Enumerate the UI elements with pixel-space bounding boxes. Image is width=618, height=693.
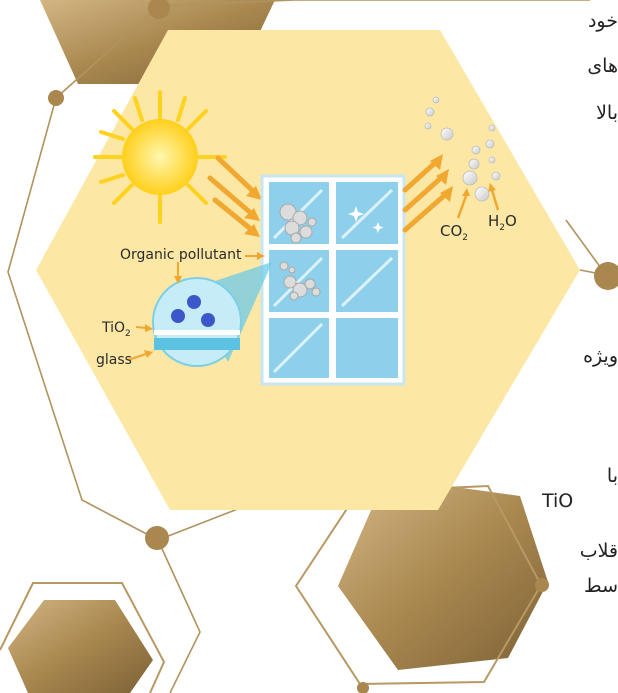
side-text-line-2: های — [587, 55, 618, 77]
side-text-line-4: ویژه — [583, 345, 618, 367]
h2o-label: H2O — [488, 212, 517, 233]
tio2-label: TiO2 — [101, 320, 131, 339]
gold-dots — [48, 0, 618, 693]
glass-label: glass — [96, 352, 132, 368]
side-text-line-5: با — [606, 465, 618, 487]
label-arrows — [127, 252, 265, 361]
side-text-line-8: سط — [584, 575, 618, 597]
tio2-zoom-circle — [152, 277, 242, 367]
window-illustration — [260, 174, 406, 386]
co2-label: CO2 — [440, 222, 468, 243]
side-text-line-7: قلاب — [579, 540, 618, 562]
organic-pollutant-label: Organic pollutant — [120, 247, 242, 263]
small-output-arrows — [456, 183, 500, 219]
pollutant-clusters — [279, 203, 321, 301]
bottom-right-gold-hexagon — [294, 484, 548, 686]
light-arrows — [207, 155, 262, 237]
side-text-line-6: TiO — [542, 490, 574, 512]
output-arrows — [402, 154, 453, 233]
bottom-left-gold-hexagon — [0, 582, 166, 693]
gas-bubbles — [424, 96, 501, 202]
side-text-line-3: بالا — [596, 102, 618, 124]
sun-icon — [93, 90, 227, 224]
side-text-line-1: خود — [587, 10, 618, 32]
